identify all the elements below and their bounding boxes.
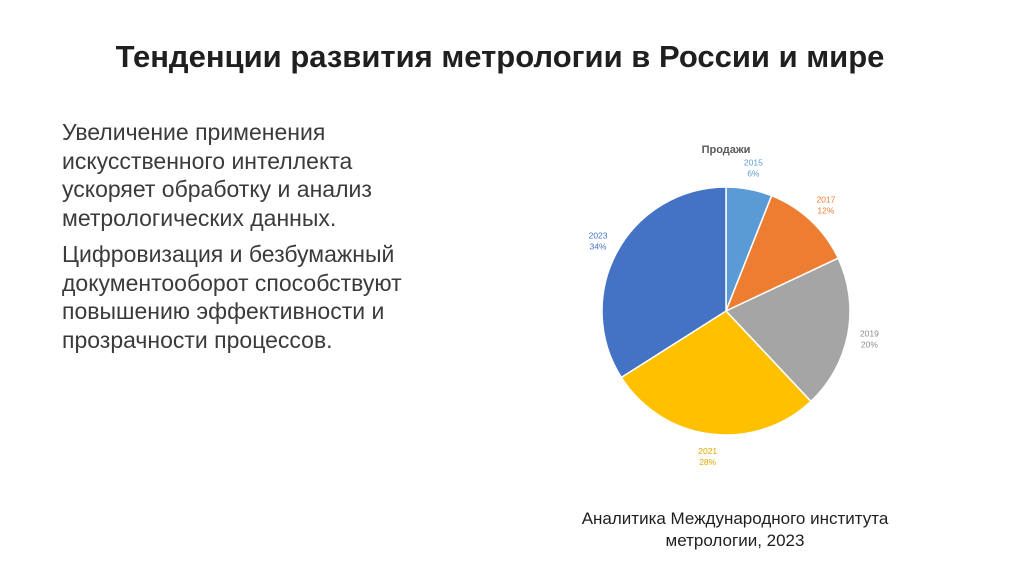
slice-value-label: 28% <box>699 457 716 467</box>
chart-title: Продажи <box>702 144 751 156</box>
paragraph-ai: Увеличение применения искусственного инт… <box>62 119 372 231</box>
pie-slice-2021 <box>620 310 812 436</box>
body-text: Увеличение применения искусственного инт… <box>62 118 422 362</box>
slice-value-label: 12% <box>817 206 834 216</box>
pie-slice-2019 <box>724 257 851 403</box>
slice-category-label: 2021 <box>698 446 717 456</box>
paragraph-digitalization: Цифровизация и безбумажный документообор… <box>62 241 402 353</box>
slice-category-label: 2015 <box>744 158 763 168</box>
slice-category-label: 2019 <box>860 328 879 338</box>
pie-slice-2023 <box>601 186 727 379</box>
source-caption: Аналитика Международного института метро… <box>581 509 889 550</box>
slice-category-label: 2023 <box>589 231 608 241</box>
slice-value-label: 20% <box>861 339 878 349</box>
pie-slice-2017 <box>724 194 840 313</box>
slide-title: Тенденции развития метрологии в России и… <box>115 39 885 74</box>
slice-category-label: 2017 <box>816 195 835 205</box>
slice-value-label: 6% <box>747 169 760 179</box>
slice-value-label: 34% <box>590 242 607 252</box>
